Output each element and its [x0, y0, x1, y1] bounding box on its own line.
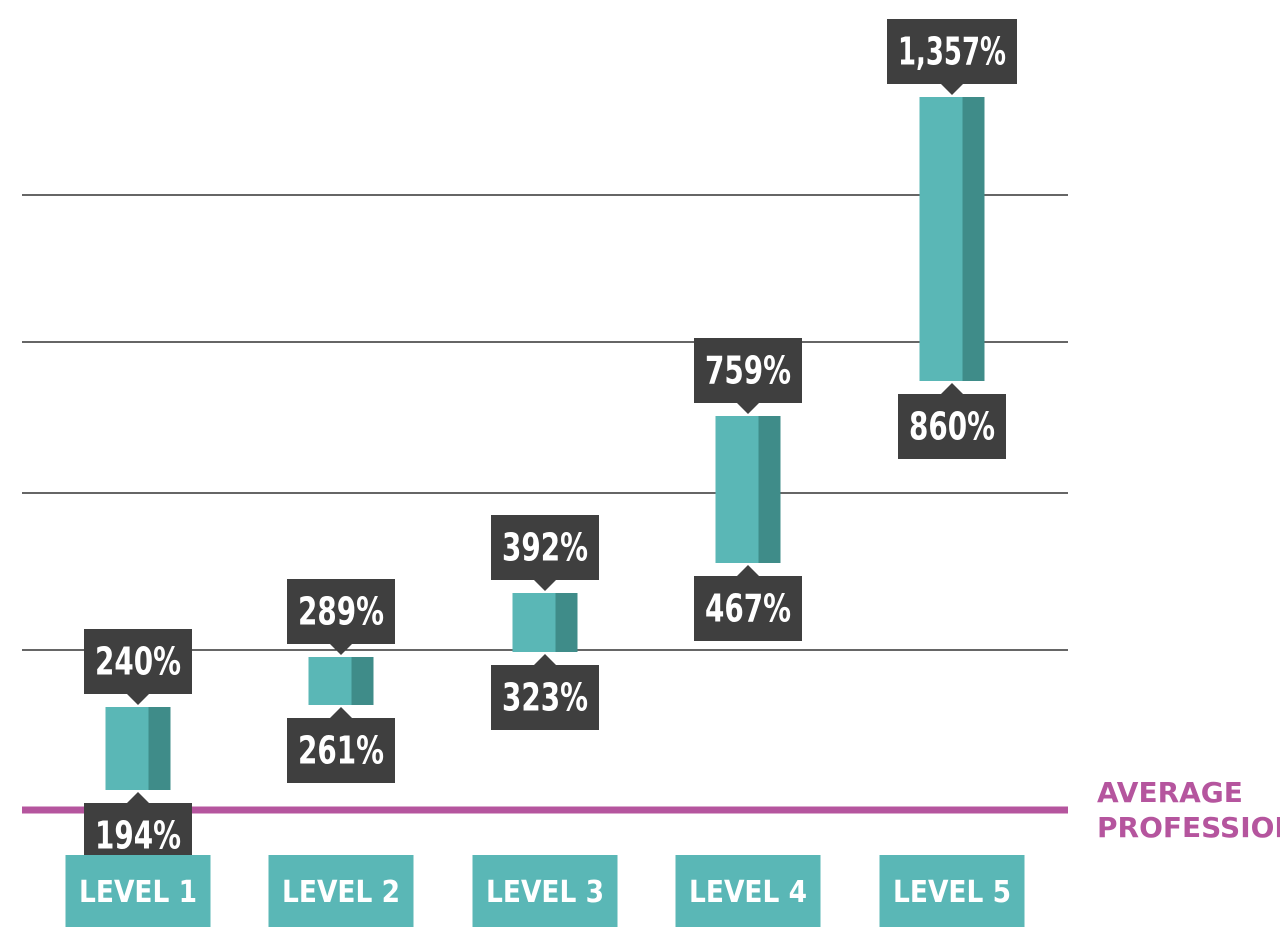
category-label: LEVEL 2	[282, 875, 400, 910]
low-label-level-4-pointer	[737, 565, 759, 576]
category-level-2: LEVEL 2	[268, 855, 414, 927]
category-box	[472, 855, 618, 927]
high-label-level-2-text: 289%	[298, 590, 384, 634]
high-label-level-4-pointer	[737, 403, 759, 414]
category-label: LEVEL 5	[893, 875, 1011, 910]
high-label-level-2-box	[287, 579, 395, 644]
bar-shade	[351, 657, 374, 705]
high-label-level-3-text: 392%	[502, 526, 588, 570]
low-label-level-5-box	[898, 394, 1006, 459]
bar-shade	[758, 416, 781, 563]
high-label-level-2: 289%	[287, 579, 395, 655]
high-label-level-5-pointer	[941, 84, 963, 95]
category-box	[675, 855, 821, 927]
low-label-level-5-pointer	[941, 383, 963, 394]
high-label-level-3-box	[491, 515, 599, 580]
category-level-4: LEVEL 4	[675, 855, 821, 927]
category-label: LEVEL 4	[689, 875, 807, 910]
range-bar-level-3	[512, 593, 578, 652]
high-label-level-4-text: 759%	[705, 349, 791, 393]
value-labels: 240% 194% 289% 261% 392% 323% 759% 467% 1,357% 86…	[84, 19, 1017, 868]
low-label-level-2-pointer	[330, 707, 352, 718]
low-label-level-5: 860%	[898, 383, 1006, 459]
low-label-level-5-text: 860%	[909, 405, 995, 449]
category-label: LEVEL 3	[486, 875, 604, 910]
category-level-5: LEVEL 5	[879, 855, 1025, 927]
bar-shade	[148, 707, 171, 790]
high-label-level-3: 392%	[491, 515, 599, 591]
range-bar-level-5	[919, 97, 985, 381]
high-label-level-2-pointer	[330, 644, 352, 655]
high-label-level-5-box	[887, 19, 1017, 84]
category-box	[879, 855, 1025, 927]
low-label-level-2-box	[287, 718, 395, 783]
low-label-level-2-text: 261%	[298, 729, 384, 773]
bar-shade	[555, 593, 578, 652]
high-label-level-4: 759%	[694, 338, 802, 414]
category-box	[268, 855, 414, 927]
low-label-level-4-text: 467%	[705, 587, 791, 631]
range-bar-level-1	[105, 707, 171, 790]
range-bar-level-2	[308, 657, 374, 705]
bar-shade	[962, 97, 985, 381]
low-label-level-2: 261%	[287, 707, 395, 783]
category-level-3: LEVEL 3	[472, 855, 618, 927]
low-label-level-3: 323%	[491, 654, 599, 730]
category-labels: LEVEL 1 LEVEL 2 LEVEL 3 LEVEL 4 LEVEL 5	[65, 855, 1025, 927]
low-label-level-1-pointer	[127, 792, 149, 803]
average-professional-reference: AVERAGEPROFESSIONAL	[22, 776, 1280, 844]
category-box	[65, 855, 211, 927]
reference-label: AVERAGEPROFESSIONAL	[1097, 776, 1280, 844]
high-label-level-1-pointer	[127, 694, 149, 705]
category-label: LEVEL 1	[79, 875, 197, 910]
low-label-level-4: 467%	[694, 565, 802, 641]
high-label-level-4-box	[694, 338, 802, 403]
high-label-level-5-text: 1,357%	[898, 30, 1006, 74]
range-bars	[105, 97, 985, 790]
low-label-level-4-box	[694, 576, 802, 641]
high-label-level-1-text: 240%	[95, 640, 181, 684]
low-label-level-1-text: 194%	[95, 814, 181, 858]
low-label-level-3-pointer	[534, 654, 556, 665]
low-label-level-3-text: 323%	[502, 676, 588, 720]
range-bar-level-4	[715, 416, 781, 563]
category-level-1: LEVEL 1	[65, 855, 211, 927]
high-label-level-3-pointer	[534, 580, 556, 591]
high-label-level-1-box	[84, 629, 192, 694]
high-label-level-5: 1,357%	[887, 19, 1017, 95]
low-label-level-3-box	[491, 665, 599, 730]
high-label-level-1: 240%	[84, 629, 192, 705]
